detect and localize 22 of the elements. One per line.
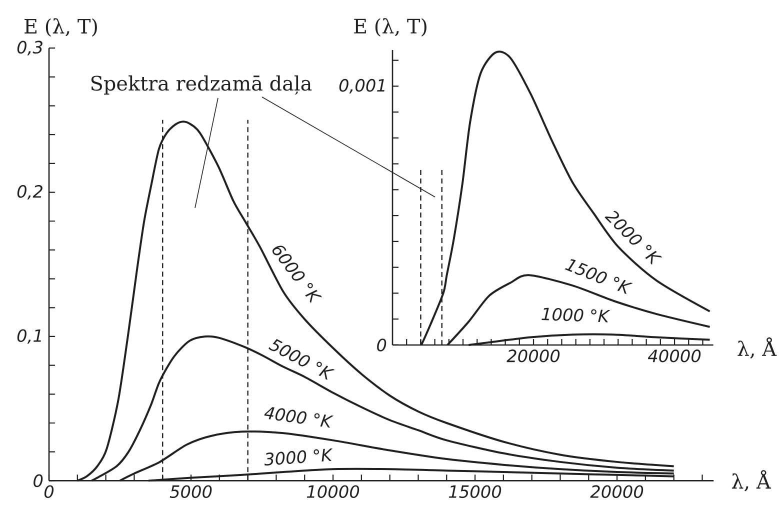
x-axis-title: λ, Å <box>732 470 771 492</box>
x-tick-label: 10000 <box>306 485 360 498</box>
y-tick-label: 0,2 <box>17 185 42 200</box>
x-tick-label: 40000 <box>648 349 701 362</box>
x-axis-title: λ, Å <box>738 337 777 359</box>
text: 1500 °K <box>564 259 633 294</box>
text: 4000 °K <box>264 407 334 428</box>
series-label: 1000 °K <box>542 308 610 322</box>
series-label: 3000 °K <box>264 448 333 466</box>
x-tick-label: 5000 <box>170 485 212 498</box>
y-axis-title: E (λ, T) <box>354 18 426 36</box>
y-axis-title: E (λ, T) <box>24 18 97 37</box>
y-tick-label: 0,3 <box>17 40 42 56</box>
text: 5000 °K <box>268 339 335 380</box>
x-tick-label: 20000 <box>590 485 644 498</box>
x-tick-label: 20000 <box>506 349 560 362</box>
y-tick-label: 0,1 <box>17 329 41 344</box>
x-tick-label: 15000 <box>448 485 502 498</box>
y-tick-label: 0,001 <box>339 78 384 94</box>
annotation: Spektra redzamā daļa <box>91 75 312 95</box>
y-tick-label: 0 <box>34 474 43 488</box>
x-tick-label: 0 <box>44 485 54 498</box>
